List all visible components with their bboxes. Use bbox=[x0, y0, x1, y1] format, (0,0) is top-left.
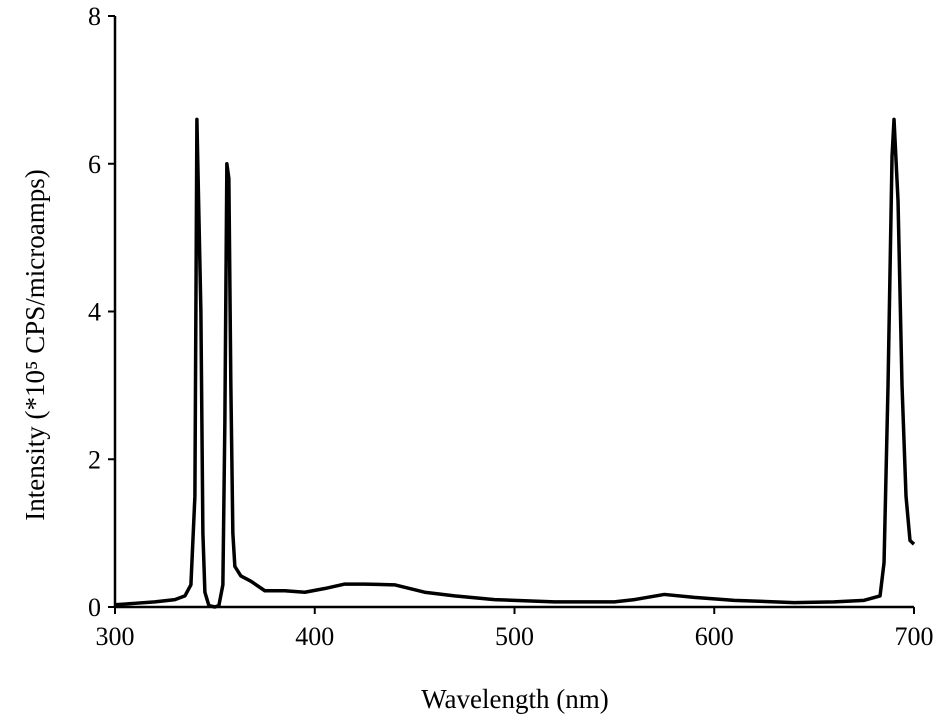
x-tick-label: 500 bbox=[495, 622, 534, 651]
x-tick-label: 700 bbox=[895, 622, 934, 651]
y-tick-label: 0 bbox=[88, 593, 101, 622]
y-tick-label: 4 bbox=[88, 298, 101, 327]
data-line bbox=[114, 117, 916, 609]
x-axis-label: Wavelength (nm) bbox=[421, 684, 609, 714]
y-axis-label: Intensity (*10⁵ CPS/microamps) bbox=[20, 169, 50, 520]
x-tick-label: 300 bbox=[96, 622, 135, 651]
y-tick-label: 8 bbox=[88, 2, 101, 31]
x-tick-label: 400 bbox=[295, 622, 334, 651]
x-tick-label: 600 bbox=[695, 622, 734, 651]
y-tick-label: 6 bbox=[88, 150, 101, 179]
y-tick-label: 2 bbox=[88, 445, 101, 474]
